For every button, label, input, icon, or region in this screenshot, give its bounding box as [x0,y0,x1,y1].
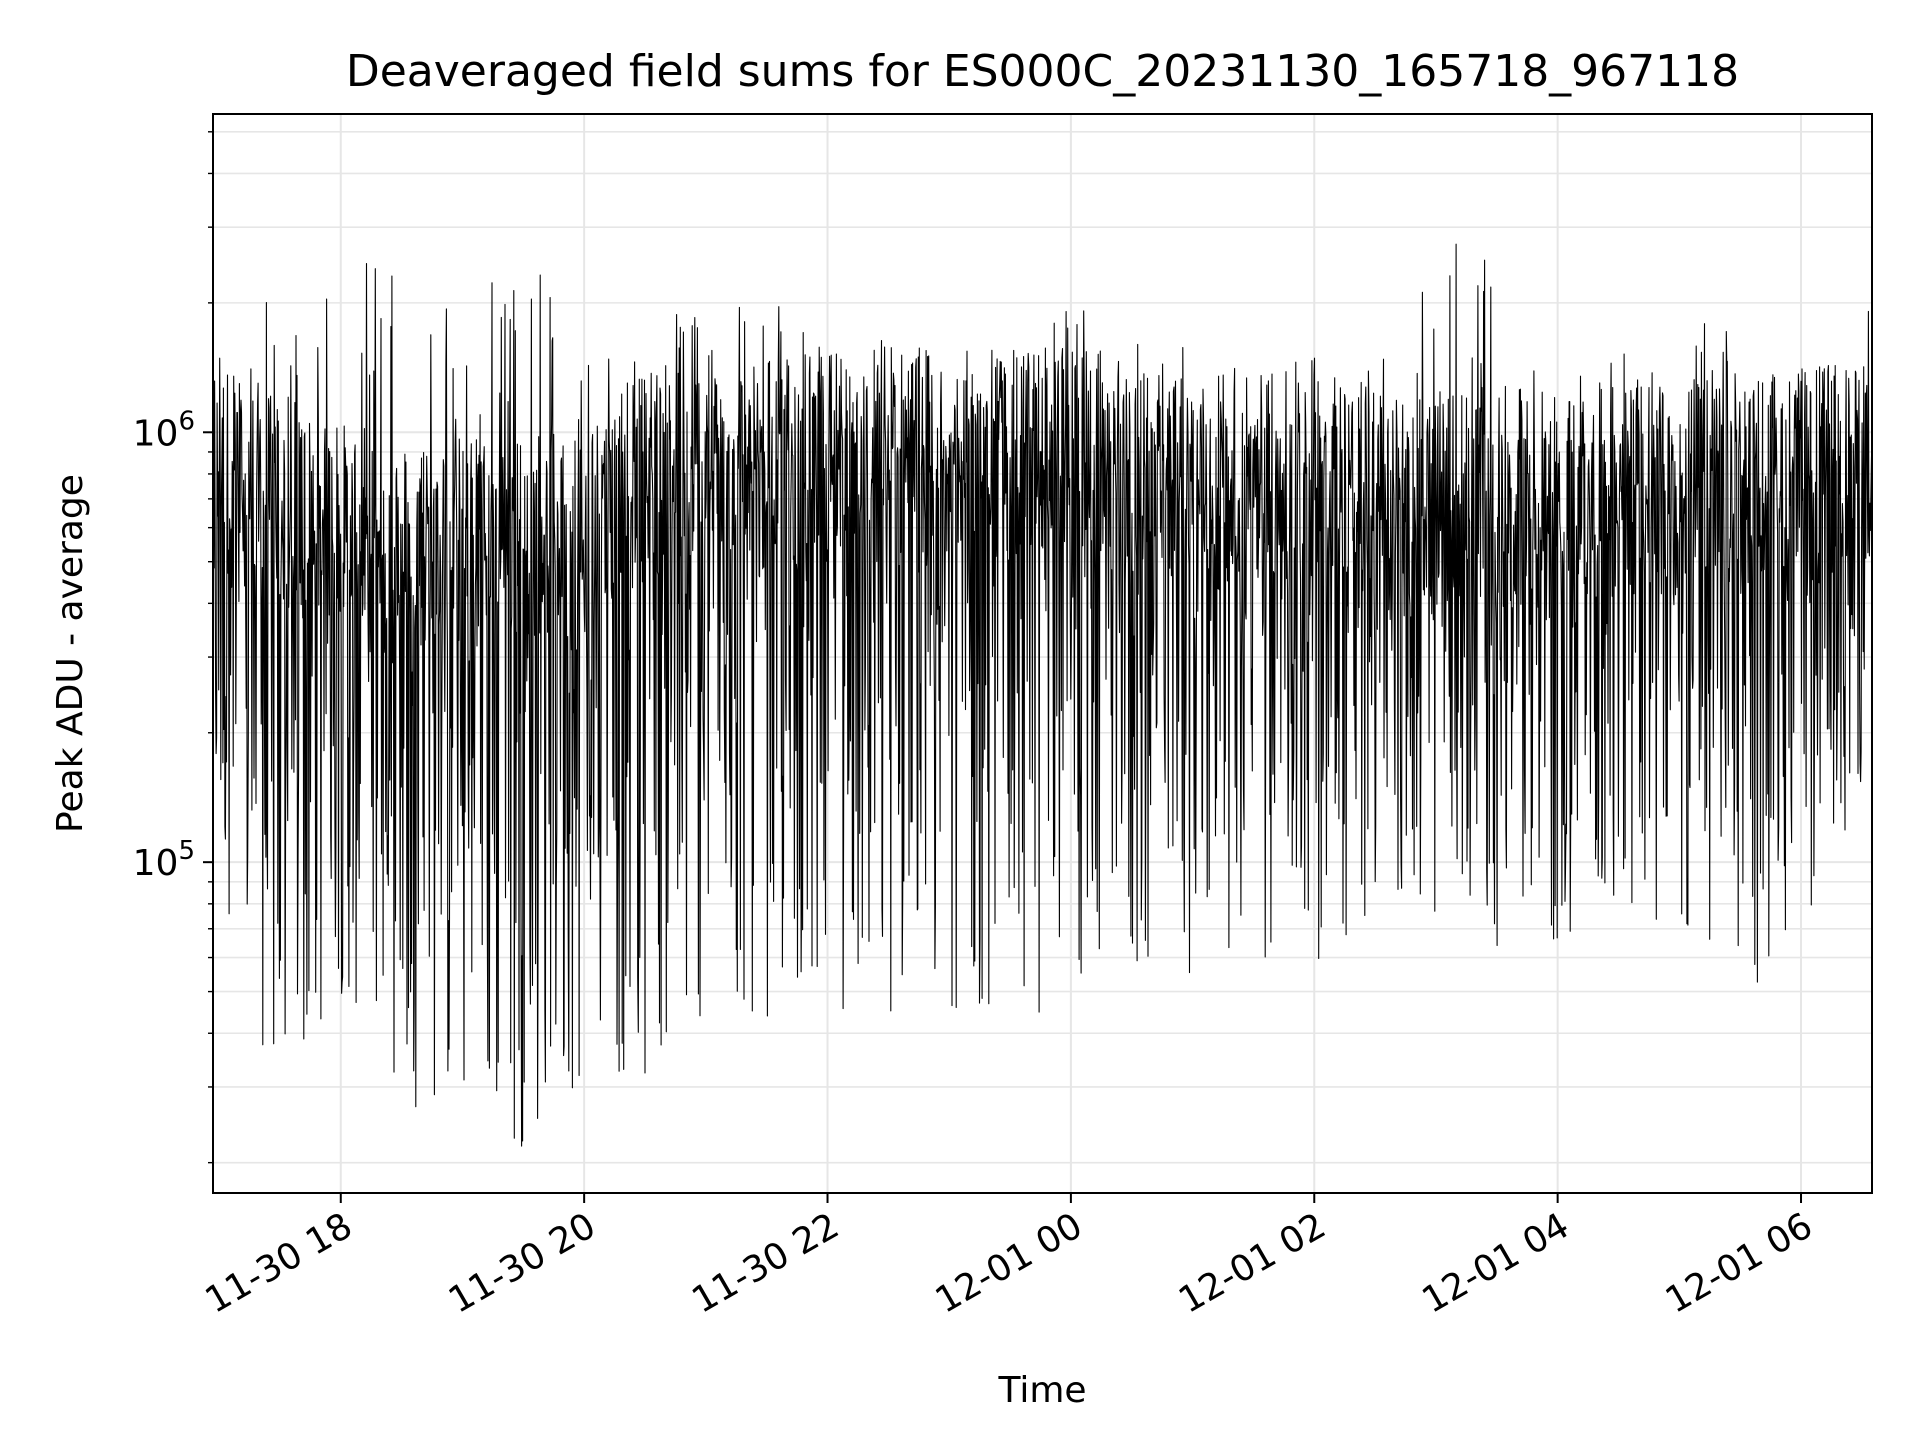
plot-frame [212,113,1873,1194]
y-tick-label: 106 [133,406,195,454]
y-tick-label: 105 [133,836,195,884]
y-axis-label: Peak ADU - average [50,474,91,833]
chart-title: Deaveraged field sums for ES000C_2023113… [346,46,1739,97]
x-axis-label: Time [997,1370,1086,1411]
series-line [212,243,1873,1147]
series-layer [212,243,1873,1147]
